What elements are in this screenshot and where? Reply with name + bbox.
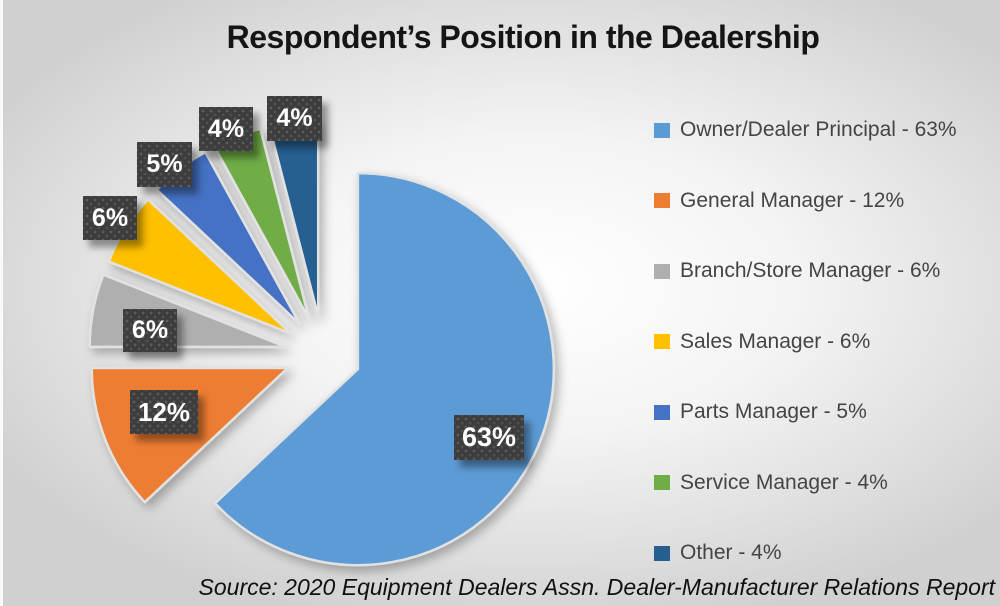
legend-label: Other - 4% [680,541,782,564]
slice-label-general-manager: 12% [130,390,198,434]
legend-swatch [654,545,670,561]
legend-swatch [654,404,670,420]
legend-swatch [654,334,670,349]
legend-item: Parts Manager - 5% [654,400,957,424]
slice-label-sales-manager: 6% [83,196,137,240]
chart-title: Respondent’s Position in the Dealership [226,19,820,55]
pie-chart [88,119,556,567]
legend-swatch [654,193,670,208]
source-note: Source: 2020 Equipment Dealers Assn. Dea… [198,574,995,600]
legend-swatch [654,475,670,490]
legend-label: Owner/Dealer Principal - 63% [680,118,957,141]
legend-item: Sales Manager - 6% [654,330,957,354]
legend-label: General Manager - 12% [680,188,905,212]
slice-label-other: 4% [267,96,322,141]
legend-swatch [654,122,670,138]
legend-label: Parts Manager - 5% [680,400,867,423]
legend-label: Branch/Store Manager - 6% [680,259,941,282]
legend-item: Other - 4% [654,541,957,565]
slice-label-branch-store-manager: 6% [123,309,177,352]
slice-label-parts-manager: 5% [137,142,192,187]
legend-label: Sales Manager - 6% [680,329,871,353]
legend-item: Service Manager - 4% [654,471,957,495]
legend-item: Branch/Store Manager - 6% [654,259,957,283]
legend-swatch [654,263,670,279]
legend-item: Owner/Dealer Principal - 63% [654,118,957,142]
slice-label-owner-dealer-principal: 63% [454,415,524,460]
legend: Owner/Dealer Principal - 63% General Mana… [654,118,957,565]
legend-label: Service Manager - 4% [680,470,888,494]
pie-slice-0 [213,171,556,567]
legend-item: General Manager - 12% [654,189,957,213]
slice-label-service-manager: 4% [199,107,253,151]
